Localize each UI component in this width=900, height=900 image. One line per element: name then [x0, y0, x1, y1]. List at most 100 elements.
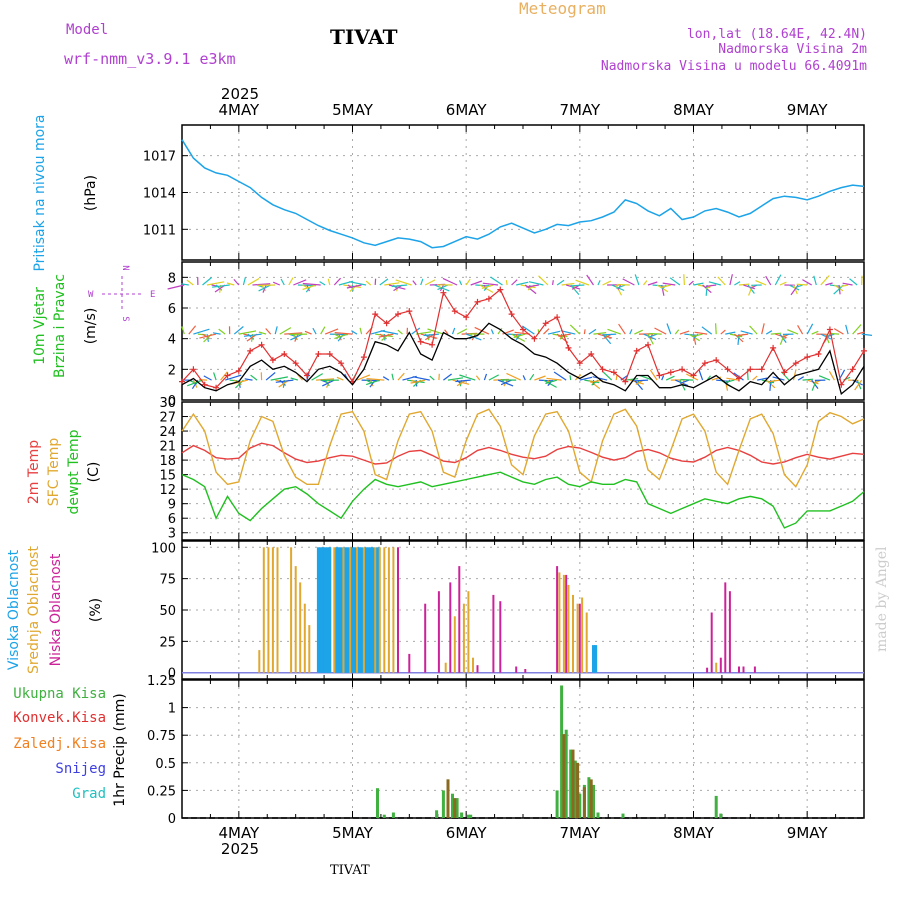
panel-frame — [181, 261, 865, 401]
wind-gust-marker — [724, 366, 731, 373]
wind-direction-arrow — [569, 375, 572, 381]
wind-direction-arrow — [588, 328, 597, 335]
wind-direction-arrow — [515, 333, 522, 341]
cloud-mid-bar — [462, 603, 465, 673]
cloud-low-bar — [753, 666, 756, 673]
precip-total-bar — [460, 812, 464, 818]
wind-gust-marker — [861, 347, 867, 354]
wind-axis-title-2: Brzina i Pravac — [52, 274, 68, 378]
cloud-mid-bar — [290, 547, 293, 673]
y-tick-label: 1.25 — [147, 674, 176, 689]
wind-direction-arrow — [258, 331, 267, 335]
wind-gust-marker — [190, 366, 197, 373]
wind-direction-arrow — [543, 328, 550, 335]
wind-direction-arrow — [279, 327, 292, 335]
wind-direction-arrow — [280, 278, 285, 286]
cloud-low-bar — [524, 669, 527, 673]
wind-axis-title-1: 10m Vjetar — [32, 287, 48, 365]
wind-direction-arrow — [483, 373, 488, 381]
wind-gust-marker — [826, 326, 833, 333]
dewpt-line — [181, 471, 865, 529]
panel-frame — [181, 679, 865, 819]
wind-direction-arrow — [601, 370, 613, 381]
precip-total-bar — [564, 729, 568, 818]
wind-gust-marker — [179, 378, 185, 385]
wind-gust-marker — [417, 338, 424, 345]
year-top: 2025 — [221, 85, 259, 103]
cloud-mid-bar — [262, 547, 265, 673]
wind-direction-arrow — [202, 277, 212, 286]
plot-area: 1011101410170246836912151821242730025507… — [143, 101, 873, 842]
wind-direction-arrow — [327, 278, 331, 286]
wind-direction-arrow — [181, 283, 189, 286]
y-tick-label: 18 — [159, 454, 176, 469]
wind-direction-arrow — [312, 327, 317, 335]
cloud-mid-bar — [267, 547, 270, 673]
wind-direction-arrow — [833, 328, 844, 335]
wind-gust-marker — [736, 375, 742, 382]
tsfc-line — [181, 408, 865, 488]
x-label-top: 7MAY — [559, 101, 601, 119]
wind-direction-arrow — [366, 378, 385, 381]
wind-gust-marker — [679, 366, 686, 373]
watermark: made by Angel — [874, 546, 890, 652]
wind-direction-arrow — [692, 333, 703, 338]
wind-direction-arrow — [424, 279, 436, 286]
wind-direction-arrow — [666, 323, 672, 335]
wind-direction-arrow — [316, 378, 335, 381]
wind-direction-arrow — [284, 332, 303, 335]
wind-direction-arrow — [779, 281, 787, 286]
precip-total-bar — [441, 790, 445, 818]
precip-total-bar — [560, 685, 564, 818]
wind-direction-arrow — [849, 278, 858, 286]
wind-direction-arrow — [811, 330, 819, 335]
wind-direction-arrow — [324, 328, 339, 335]
y-tick-label: 27 — [159, 411, 176, 426]
cloud-high-bar — [592, 645, 595, 673]
wind-direction-arrow — [752, 375, 758, 381]
wind-direction-arrow — [167, 284, 185, 290]
x-label-bottom: 5MAY — [332, 824, 374, 842]
cloud-mid-bar — [342, 547, 345, 673]
cloud-mid-bar — [392, 547, 395, 673]
cloud-axis-title-low: Niska Oblacnost — [48, 553, 64, 666]
wind-direction-arrow — [556, 279, 565, 286]
y-tick-label: 1011 — [143, 223, 176, 238]
x-label-bottom: 9MAY — [787, 824, 829, 842]
wind-gust-marker — [542, 320, 549, 327]
cloud-low-bar — [728, 591, 731, 673]
precip-total-bar — [451, 793, 454, 818]
cloud-low-bar — [458, 566, 461, 673]
wind-direction-arrow — [724, 379, 735, 384]
wind-direction-arrow — [181, 326, 185, 335]
wind-direction-arrow — [796, 283, 808, 286]
wind-direction-arrow — [444, 329, 449, 335]
wind-direction-arrow — [199, 333, 217, 339]
wind-direction-arrow — [455, 379, 471, 383]
precip-conv-bar — [562, 734, 566, 818]
wind-gust-marker — [713, 357, 720, 364]
year-bottom: 2025 — [221, 840, 259, 858]
y-tick-label: 0 — [168, 812, 176, 827]
wind-direction-arrow — [481, 284, 494, 289]
wind-direction-arrow — [443, 373, 452, 381]
wind-direction-arrow — [802, 378, 814, 381]
wind-gust-marker — [372, 311, 379, 318]
wind-gust-marker — [338, 360, 345, 367]
wind-direction-arrow — [262, 284, 267, 293]
cloud-high-bar — [369, 547, 373, 673]
compass-south: S — [120, 316, 130, 321]
wind-direction-arrow — [365, 280, 372, 286]
wind-direction-arrow — [828, 371, 835, 381]
y-tick-label: 12 — [159, 483, 176, 498]
cloud-mid-bar — [585, 612, 588, 673]
wind-direction-arrow — [429, 375, 435, 381]
cloud-high-bar — [316, 547, 320, 673]
wind-direction-arrow — [648, 333, 658, 339]
wind-direction-arrow — [397, 372, 405, 381]
precip-total-bar — [573, 760, 577, 818]
cloud-mid-bar — [444, 662, 447, 673]
x-label-top: 5MAY — [332, 101, 374, 119]
cloud-low-bar — [738, 666, 740, 673]
wind-direction-arrow — [482, 282, 499, 286]
